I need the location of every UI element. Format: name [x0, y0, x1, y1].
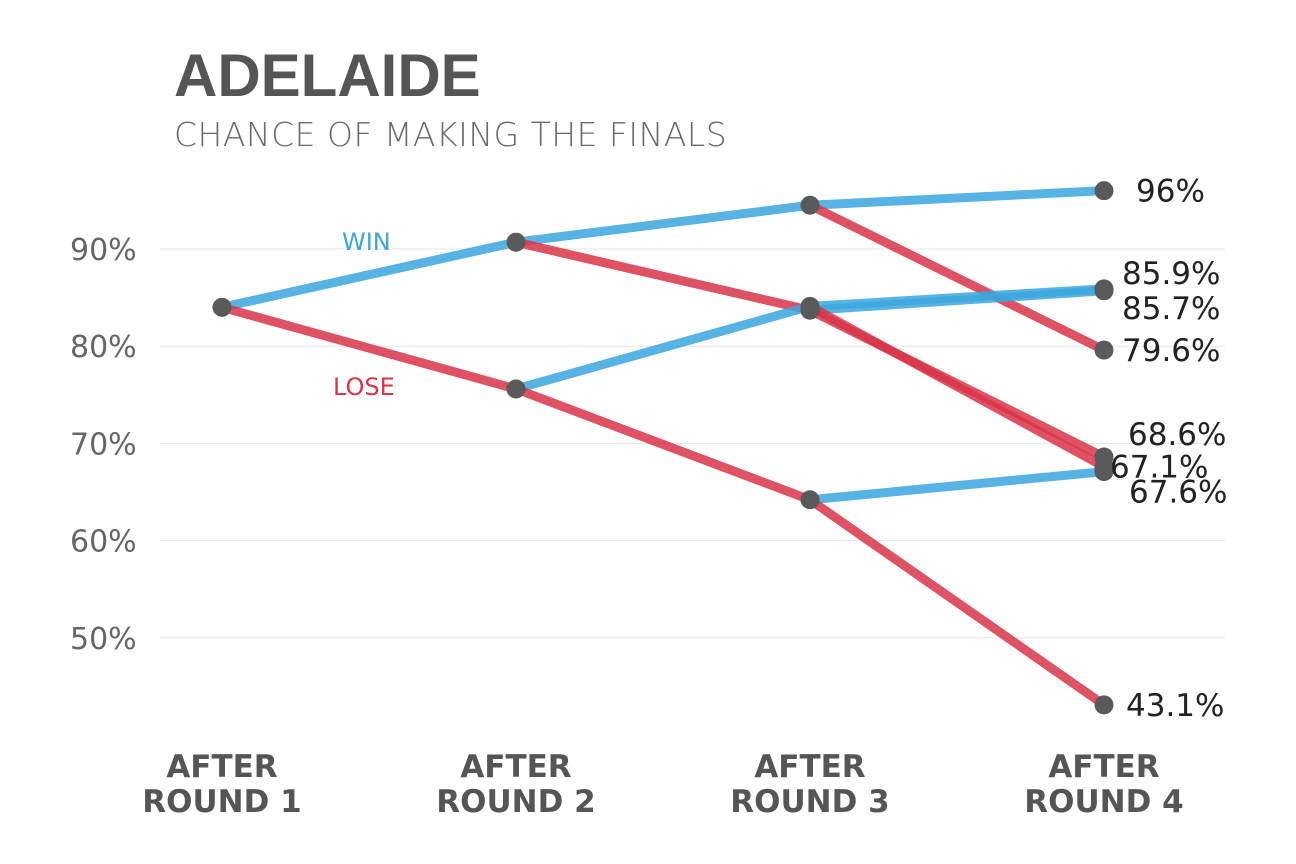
- win-line: [217, 237, 521, 312]
- y-tick-label: 50%: [70, 622, 137, 657]
- value-label: 85.7%: [1122, 291, 1220, 327]
- win-line: [805, 284, 1109, 311]
- win-line: [511, 200, 815, 247]
- y-tick-label: 80%: [70, 330, 137, 365]
- legend-lose: LOSE: [333, 373, 395, 401]
- lose-line: [805, 495, 1109, 710]
- x-tick-label: ROUND 2: [436, 784, 595, 820]
- data-point: [506, 232, 526, 252]
- legend-win: WIN: [342, 228, 391, 256]
- value-label: 43.1%: [1126, 688, 1224, 724]
- data-point: [506, 379, 526, 399]
- x-tick-label: AFTER: [754, 749, 865, 785]
- y-tick-label: 90%: [70, 233, 137, 268]
- lose-line: [511, 384, 815, 505]
- win-line: [511, 301, 815, 394]
- y-axis: 50% 60% 70% 80% 90%: [70, 233, 137, 657]
- x-tick-label: ROUND 4: [1024, 784, 1183, 820]
- series-lines: [217, 186, 1109, 710]
- value-label: 79.6%: [1122, 333, 1220, 369]
- data-point: [1094, 340, 1114, 360]
- data-point: [800, 296, 820, 316]
- value-label: 68.6%: [1128, 417, 1226, 453]
- legend: WIN LOSE: [333, 228, 395, 401]
- gridlines: [160, 248, 1225, 639]
- data-points: [212, 181, 1114, 715]
- x-tick-label: AFTER: [166, 749, 277, 785]
- data-point: [1094, 695, 1114, 715]
- data-point: [1094, 457, 1114, 477]
- value-label: 67.1%: [1110, 450, 1208, 486]
- lose-line: [805, 200, 1109, 355]
- lose-line: [511, 237, 815, 315]
- lose-line: [805, 301, 1109, 472]
- value-label: 67.6%: [1129, 475, 1227, 511]
- end-value-labels: 96% 85.9%85.7% 79.6% 68.6%67.1%67.6% 43.1%: [1110, 174, 1227, 724]
- x-tick-label: ROUND 1: [142, 784, 301, 820]
- win-line: [805, 186, 1109, 210]
- data-point: [800, 490, 820, 510]
- lose-line: [217, 302, 521, 394]
- y-tick-label: 60%: [70, 525, 137, 560]
- value-label: 96%: [1136, 174, 1205, 210]
- data-point: [1094, 181, 1114, 201]
- chart-subtitle: CHANCE OF MAKING THE FINALS: [174, 115, 727, 154]
- data-point: [800, 195, 820, 215]
- x-tick-label: AFTER: [1048, 749, 1159, 785]
- value-label: 85.9%: [1122, 256, 1220, 292]
- x-tick-label: ROUND 3: [730, 784, 889, 820]
- win-line: [805, 467, 1109, 505]
- x-tick-label: AFTER: [460, 749, 571, 785]
- data-point: [212, 297, 232, 317]
- data-point: [1094, 281, 1114, 301]
- chart-title: ADELAIDE: [174, 42, 481, 109]
- y-tick-label: 70%: [70, 427, 137, 462]
